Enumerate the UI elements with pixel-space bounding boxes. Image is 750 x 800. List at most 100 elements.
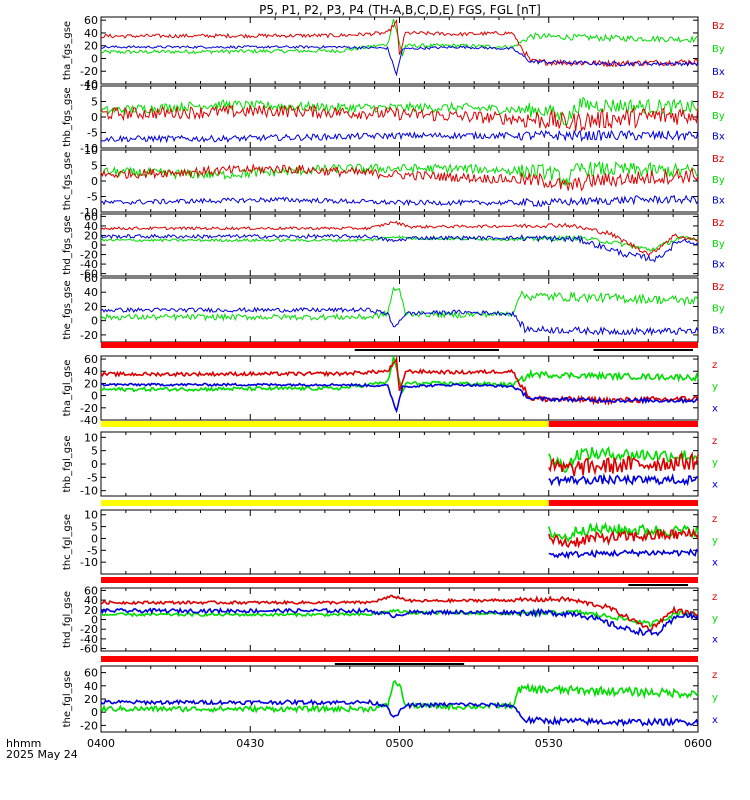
legend-x: x [712,479,718,490]
status-bar-red [548,421,698,427]
panel-ylabel: thb_fgs_gse [62,87,73,146]
legend-y: y [712,458,718,469]
x-axis: 0400 0430 0500 0530 0600 [87,737,712,750]
y-tick-label: 10 [84,80,98,93]
y-tick-label: 40 [84,286,98,299]
series-tha_fgl-z [100,355,699,406]
legend-bz: Bz [712,90,724,101]
legend-y: y [712,613,718,624]
series-thd_fgl-y [100,608,699,628]
legend-x: x [712,557,718,568]
y-tick-label: -40 [80,414,98,427]
legend-x: x [712,403,718,414]
status-bar-black-segment [354,349,499,351]
y-tick-label: 40 [84,594,98,607]
y-tick-label: 20 [84,300,98,313]
status-bars-group [101,342,698,665]
y-tick-label: 40 [84,220,98,233]
legend-bz: Bz [712,218,724,229]
time-format-label: hhmm [6,737,41,750]
y-tick-label: 0 [91,239,98,252]
series-thd_fgl-x [100,606,699,637]
x-tick-label: 0530 [535,737,563,750]
legend-bx: Bx [712,132,725,143]
y-tick-label: -10 [80,485,98,498]
series-thb_fgl-y [548,446,699,474]
panel-ylabel: thd_fgl_gse [62,591,73,648]
series-the_fgs-x [100,306,699,337]
y-tick-label: -10 [80,206,98,219]
series-the_fgl-y [100,679,699,714]
y-tick-label: 60 [84,272,98,285]
y-tick-label: 20 [84,693,98,706]
y-tick-label: 5 [91,445,98,458]
y-tick-label: -5 [87,544,98,557]
series-thb_fgs-x [100,129,699,144]
series-tha_fgl-x [100,382,699,414]
legend-by: By [712,44,725,55]
series-thc_fgl-x [548,548,699,560]
y-tick-label: 5 [91,160,98,173]
y-tick-label: 5 [91,521,98,534]
y-tick-label: 60 [84,14,98,27]
y-tick-label: 40 [84,27,98,40]
panel-ylabel: thc_fgs_gse [62,152,73,211]
panel-ylabel: the_fgs_gse [62,280,73,339]
series-thc_fgs-x [100,194,699,207]
y-tick-label: -10 [80,142,98,155]
series-the_fgs-y [100,286,699,322]
legend-by: By [712,304,725,315]
y-tick-label: 0 [91,315,98,328]
series-tha_fgs-y [100,18,699,58]
series-thb_fgl-x [548,472,698,488]
series-thb_fgs-z [100,103,699,132]
legend-bz: Bz [712,154,724,165]
status-bar-black-segment [593,349,694,351]
series-thc_fgs-z [100,162,699,192]
legend-y: y [712,536,718,547]
y-tick-label: -40 [80,258,98,271]
legend-bx: Bx [712,260,725,271]
y-tick-label: -40 [80,78,98,91]
y-tick-label: 60 [84,353,98,366]
y-tick-label: -5 [87,127,98,140]
status-bar-red [101,577,698,583]
plot-title: P5, P1, P2, P3, P4 (TH-A,B,C,D,E) FGS, F… [259,3,541,17]
y-tick-label: 0 [91,614,98,627]
legend-bx: Bx [712,196,725,207]
legend-by: By [712,175,725,186]
panel-ylabel: thd_fgs_gse [62,215,73,274]
y-tick-label: -60 [80,268,98,281]
series-thd_fgs-y [100,234,699,252]
y-tick-label: -20 [80,402,98,415]
y-tick-label: 20 [84,377,98,390]
series-thc_fgs-y [100,160,699,187]
status-bar-yellow [101,500,549,506]
legend-bx: Bx [712,67,725,78]
panel-frame [100,665,699,733]
series-thd_fgs-z [100,220,699,257]
y-tick-label: -20 [80,623,98,636]
y-tick-label: 5 [91,96,98,109]
y-tick-label: 60 [84,667,98,680]
y-tick-label: 20 [84,229,98,242]
status-bar-black-segment [628,584,689,586]
status-bar-red [548,500,698,506]
legend-z: z [712,360,717,371]
panel-frame [100,149,699,213]
y-tick-label: 0 [91,175,98,188]
legend-z: z [712,670,717,681]
y-tick-label: -20 [80,65,98,78]
series-thd_fgl-z [100,594,699,633]
y-tick-label: -20 [80,719,98,732]
legend-by: By [712,111,725,122]
legend-z: z [712,592,717,603]
status-bar-black-segment [334,663,465,665]
y-tick-label: -20 [80,249,98,262]
status-bar-yellow [101,421,549,427]
x-tick-label: 0500 [386,737,414,750]
x-tick-label: 0600 [684,737,712,750]
series-the_fgl-x [100,698,699,728]
